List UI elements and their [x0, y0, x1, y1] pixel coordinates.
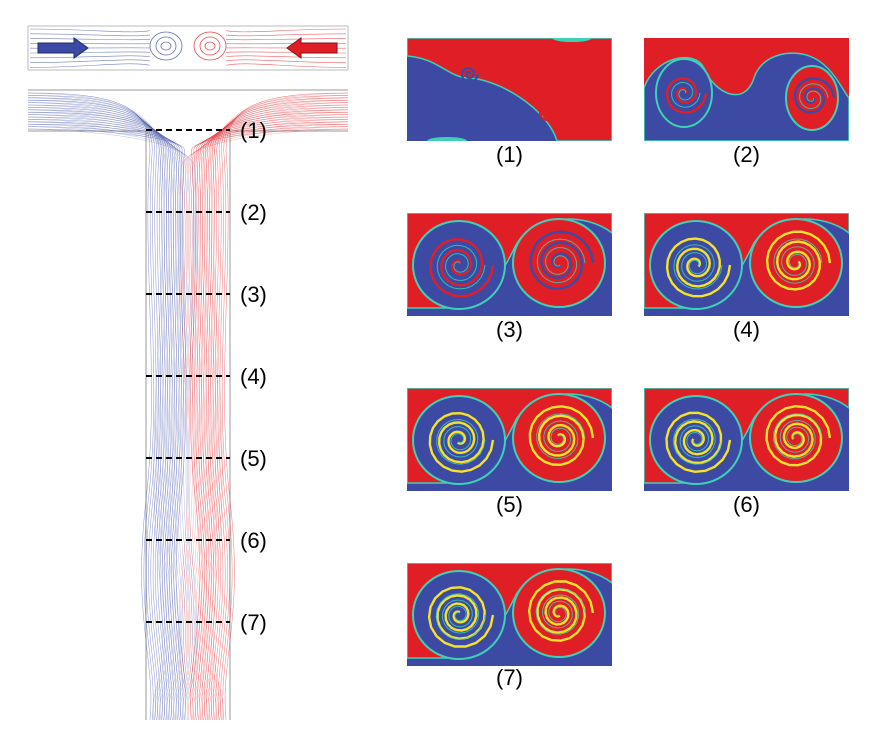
section-markers: (1) (2) (3) (4) (5) (6) (7): [146, 118, 267, 635]
cross-section-panel: [407, 563, 612, 666]
section-label: (1): [240, 118, 267, 143]
cross-section-panels: (1) (2) (3) (4) (5) (6) (7): [407, 38, 849, 690]
arrow-left-icon: [286, 37, 338, 59]
panel-label: (5): [496, 492, 523, 517]
arrow-right-icon: [37, 37, 89, 59]
section-label: (4): [240, 364, 267, 389]
section-label: (2): [240, 200, 267, 225]
panel-label: (2): [733, 142, 760, 167]
section-label: (6): [240, 528, 267, 553]
section-label: (7): [240, 610, 267, 635]
channel-streamlines: [27, 92, 349, 721]
vortex-pair: [149, 31, 227, 61]
panel-label: (4): [733, 317, 760, 342]
panel-label: (1): [496, 142, 523, 167]
t-mixer-diagram: (1) (2) (3) (4) (5) (6) (7): [27, 25, 349, 721]
panel-label: (6): [733, 492, 760, 517]
cross-section-panel: [407, 388, 612, 491]
cross-section-panel: [407, 38, 612, 141]
cross-section-panel: [644, 38, 849, 141]
cross-section-panel: [407, 213, 612, 316]
panel-label: (3): [496, 317, 523, 342]
cross-section-panel: [644, 213, 849, 316]
t-channel: [28, 89, 348, 720]
panel-label: (7): [496, 665, 523, 690]
inlet-inset: [27, 25, 349, 71]
cross-section-panel: [644, 388, 849, 491]
section-label: (3): [240, 282, 267, 307]
section-label: (5): [240, 446, 267, 471]
